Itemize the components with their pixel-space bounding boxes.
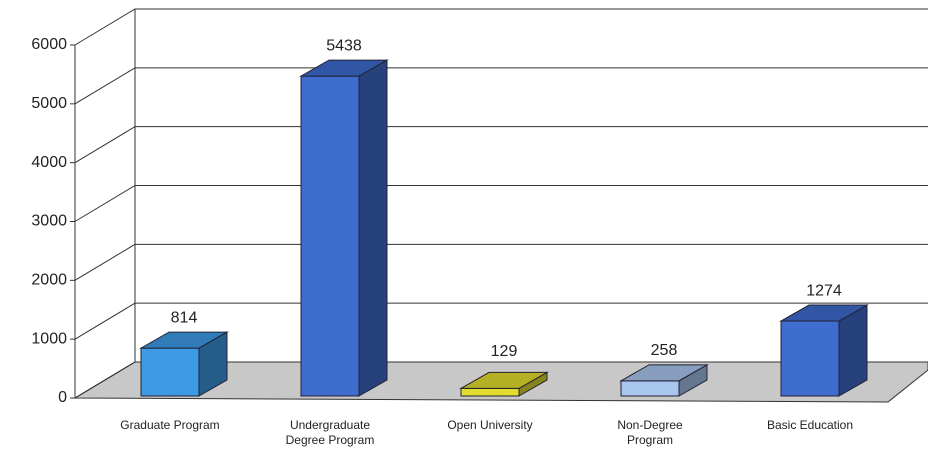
bar-front: [460, 387, 520, 397]
x-tick-label: Graduate Program: [120, 418, 220, 432]
y-tick-label: 6000: [31, 36, 67, 53]
bar-front: [780, 320, 840, 397]
value-label: 258: [651, 342, 678, 359]
y-tick-label: 4000: [31, 154, 67, 171]
bar: [459, 371, 549, 397]
y-tick-label: 5000: [31, 95, 67, 112]
grid-line: [74, 243, 928, 281]
bar: [139, 331, 229, 397]
bar-top: [779, 304, 869, 322]
y-tick-label: 2000: [31, 272, 67, 289]
bar-front: [620, 380, 680, 397]
y-tick-label: 0: [58, 389, 67, 406]
grid-line: [74, 67, 928, 105]
value-label: 5438: [326, 37, 362, 54]
grid-line: [74, 8, 928, 46]
bar-front: [140, 347, 200, 397]
x-tick-label: Non-Degree Program: [617, 418, 683, 447]
grid-line: [74, 302, 928, 340]
value-label: 814: [171, 309, 198, 326]
grid-line: [74, 126, 928, 164]
value-label: 129: [491, 343, 518, 360]
bar-front: [300, 75, 360, 397]
grid-line: [74, 361, 928, 399]
bar-top: [459, 371, 549, 389]
bar: [779, 304, 869, 397]
value-label: 1274: [806, 282, 842, 299]
bar: [299, 59, 389, 397]
bar-side: [358, 59, 388, 397]
y-tick-label: 1000: [31, 330, 67, 347]
grid-line: [74, 185, 928, 222]
bar-top: [299, 59, 389, 77]
bar-top: [619, 364, 709, 382]
bar: [619, 363, 709, 397]
x-tick-label: Undergraduate Degree Program: [285, 418, 375, 447]
y-tick-label: 3000: [31, 213, 67, 230]
x-tick-label: Open University: [447, 418, 533, 432]
x-tick-label: Basic Education: [766, 418, 854, 432]
bar-top: [139, 331, 229, 349]
